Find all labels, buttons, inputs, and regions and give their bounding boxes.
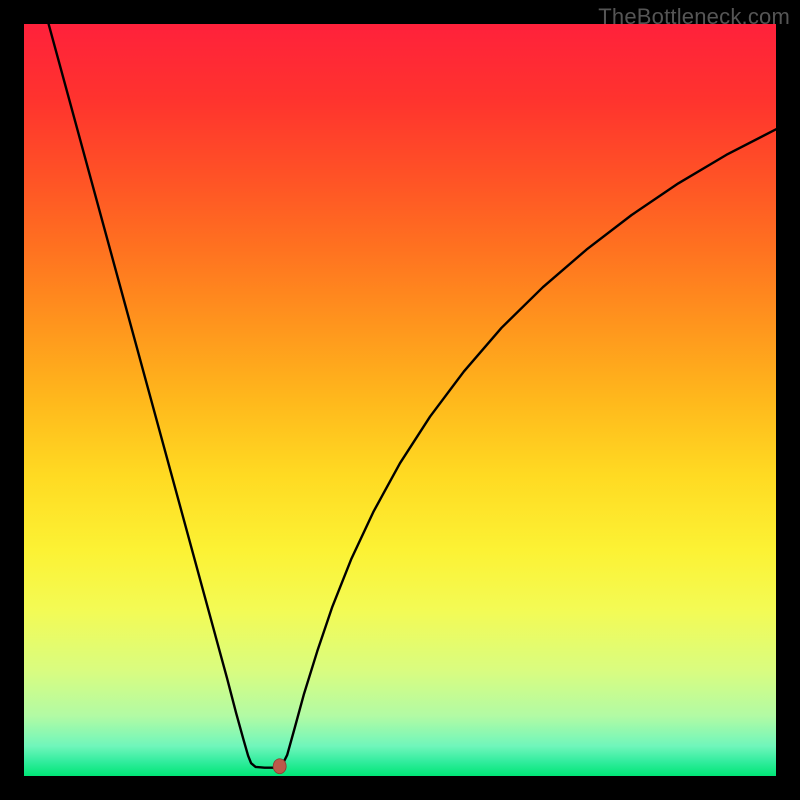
minimum-marker bbox=[273, 759, 286, 774]
gradient-background bbox=[24, 24, 776, 776]
plot-area bbox=[24, 24, 776, 776]
chart-container: TheBottleneck.com bbox=[0, 0, 800, 800]
bottleneck-curve-chart bbox=[24, 24, 776, 776]
